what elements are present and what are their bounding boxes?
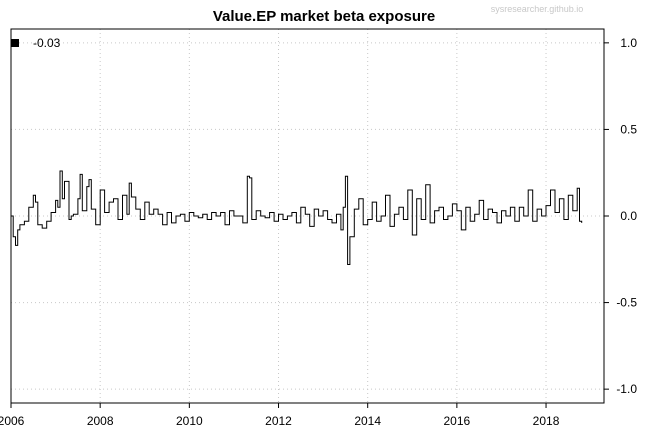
y-tick-label: 1.0 (620, 36, 637, 50)
x-tick-label: 2006 (0, 414, 25, 428)
y-tick-label: 0.5 (620, 122, 637, 136)
x-tick-label: 2014 (354, 414, 381, 428)
series-line (11, 170, 583, 265)
series-layer (11, 170, 583, 265)
x-tick-label: 2008 (87, 414, 114, 428)
y-tick-label: -1.0 (616, 382, 637, 396)
legend-label: -0.03 (33, 36, 61, 50)
legend-marker (11, 39, 19, 47)
x-tick-label: 2010 (176, 414, 203, 428)
chart-title: Value.EP market beta exposure (213, 8, 435, 25)
grid-lines (10, 29, 604, 403)
axes: 2006 2008 2010 2012 2014 2016 2018 -1.0 -0.5 0.0 0… (0, 36, 637, 428)
y-tick-label: -0.5 (616, 296, 637, 310)
watermark-text: sysresearcher.github.io (491, 4, 584, 14)
x-tick-label: 2018 (533, 414, 560, 428)
legend: -0.03 (11, 36, 61, 50)
x-tick-label: 2012 (265, 414, 292, 428)
y-tick-label: 0.0 (620, 209, 637, 223)
x-tick-label: 2016 (444, 414, 471, 428)
